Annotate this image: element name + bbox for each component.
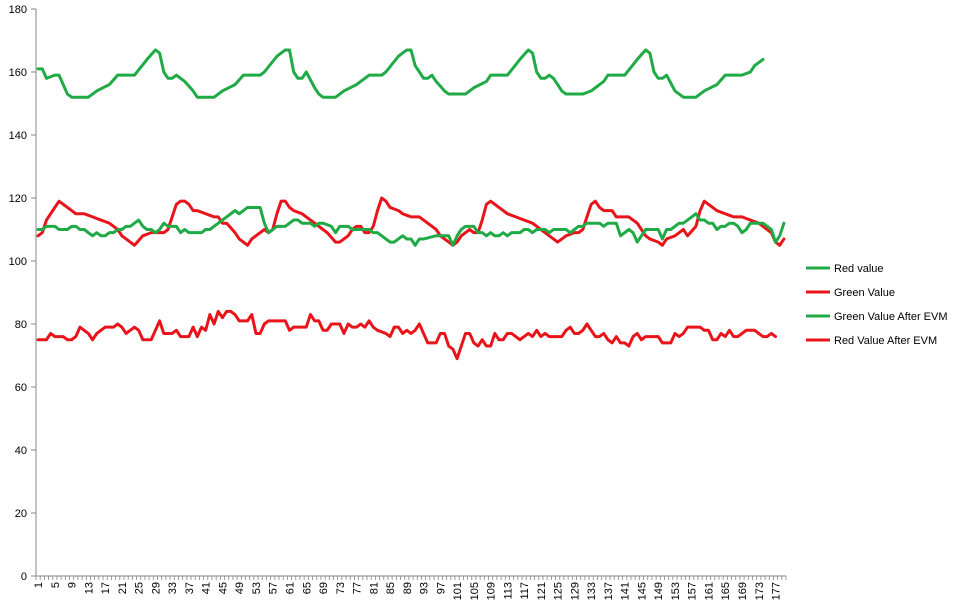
x-tick-label: 29 bbox=[150, 582, 162, 594]
x-tick-label: 53 bbox=[251, 582, 263, 594]
x-tick-label: 9 bbox=[67, 582, 79, 588]
series-layer bbox=[36, 48, 786, 361]
x-tick-label: 169 bbox=[737, 582, 749, 600]
series-line-3 bbox=[36, 205, 786, 247]
x-tick-label: 141 bbox=[620, 582, 632, 600]
y-tick-label: 80 bbox=[15, 319, 27, 331]
x-tick-label: 157 bbox=[687, 582, 699, 600]
x-tick-label: 117 bbox=[519, 582, 531, 600]
x-tick-label: 125 bbox=[553, 582, 565, 600]
x-tick-label: 101 bbox=[452, 582, 464, 600]
x-tick-label: 37 bbox=[184, 582, 196, 594]
series-line-2 bbox=[36, 196, 786, 247]
y-tick-label: 120 bbox=[9, 193, 27, 205]
y-tick-label: 180 bbox=[9, 4, 27, 16]
y-tick-label: 140 bbox=[9, 130, 27, 142]
x-tick-label: 49 bbox=[234, 582, 246, 594]
x-tick-label: 133 bbox=[586, 582, 598, 600]
x-tick-label: 77 bbox=[352, 582, 364, 594]
x-tick-label: 1 bbox=[33, 582, 45, 588]
legend-label: Green Value bbox=[834, 287, 895, 299]
y-tick-label: 100 bbox=[9, 256, 27, 268]
x-tick-label: 65 bbox=[301, 582, 313, 594]
x-tick-label: 25 bbox=[134, 582, 146, 594]
legend-label: Red Value After EVM bbox=[834, 335, 937, 347]
x-tick-label: 121 bbox=[536, 582, 548, 600]
x-tick-label: 149 bbox=[653, 582, 665, 600]
x-tick-label: 173 bbox=[754, 582, 766, 600]
x-tick-label: 61 bbox=[284, 582, 296, 594]
x-tick-label: 41 bbox=[201, 582, 213, 594]
x-tick-label: 145 bbox=[636, 582, 648, 600]
x-axis: 1 5 9 13 17 21 25 29 33 37 41 45 49 53 57 61 65 69 73 77 81 8… bbox=[33, 575, 787, 600]
x-tick-label: 105 bbox=[469, 582, 481, 600]
x-tick-label: 109 bbox=[486, 582, 498, 600]
x-tick-label: 5 bbox=[50, 582, 62, 588]
x-tick-label: 129 bbox=[569, 582, 581, 600]
x-tick-label: 69 bbox=[318, 582, 330, 594]
x-tick-label: 113 bbox=[502, 582, 514, 600]
x-tick-label: 177 bbox=[771, 582, 783, 600]
series-line-1 bbox=[36, 48, 765, 99]
x-tick-label: 165 bbox=[720, 582, 732, 600]
x-tick-label: 17 bbox=[100, 582, 112, 594]
y-tick-label: 40 bbox=[15, 445, 27, 457]
x-tick-label: 81 bbox=[368, 582, 380, 594]
x-tick-label: 45 bbox=[217, 582, 229, 594]
legend: Red value Green Value Green Value After EV… bbox=[806, 263, 948, 347]
x-tick-label: 13 bbox=[83, 582, 95, 594]
x-tick-label: 97 bbox=[435, 582, 447, 594]
x-tick-label: 153 bbox=[670, 582, 682, 600]
x-tick-label: 33 bbox=[167, 582, 179, 594]
y-tick-label: 160 bbox=[9, 67, 27, 79]
y-tick-label: 20 bbox=[15, 508, 27, 520]
x-tick-label: 161 bbox=[703, 582, 715, 600]
y-tick-label: 0 bbox=[21, 571, 27, 583]
legend-label: Red value bbox=[834, 263, 884, 275]
x-tick-label: 137 bbox=[603, 582, 615, 600]
y-axis: 0 20 40 60 80 100 120 140 160 180 bbox=[9, 4, 37, 583]
y-tick-label: 60 bbox=[15, 382, 27, 394]
x-tick-label: 93 bbox=[419, 582, 431, 594]
x-tick-label: 73 bbox=[335, 582, 347, 594]
series-line-4 bbox=[36, 309, 778, 361]
x-tick-label: 89 bbox=[402, 582, 414, 594]
x-tick-label: 21 bbox=[117, 582, 129, 594]
legend-label: Green Value After EVM bbox=[834, 311, 948, 323]
x-tick-label: 57 bbox=[268, 582, 280, 594]
x-tick-label: 85 bbox=[385, 582, 397, 594]
